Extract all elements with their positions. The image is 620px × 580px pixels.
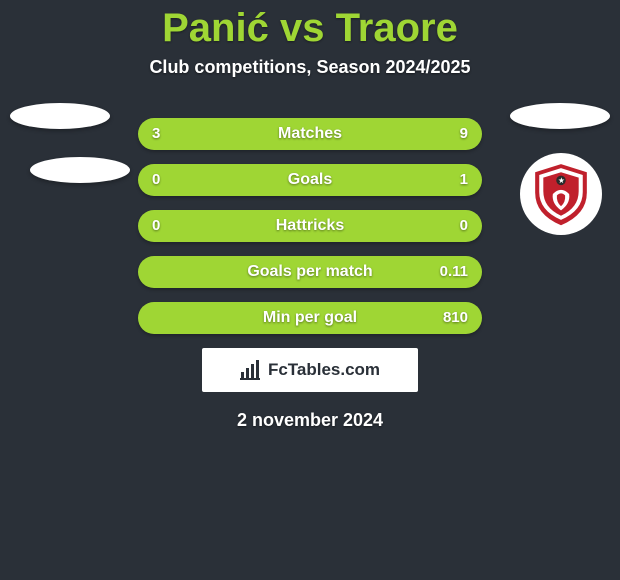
stat-label: Matches	[278, 125, 342, 143]
page-title: Panić vs Traore	[0, 0, 620, 51]
stat-label: Min per goal	[263, 309, 357, 327]
club-logo	[520, 153, 602, 235]
stat-row-hattricks: 0 Hattricks 0	[138, 210, 482, 242]
date-label: 2 november 2024	[0, 410, 620, 431]
stat-left-value: 0	[152, 164, 160, 196]
avatar-placeholder-ellipse	[10, 103, 110, 129]
stats-area: 3 Matches 9 0 Goals 1 0 Hattricks 0 Goal…	[0, 118, 620, 431]
stat-row-goals-per-match: Goals per match 0.11	[138, 256, 482, 288]
stat-right-value: 1	[460, 164, 468, 196]
avatar-placeholder-ellipse	[510, 103, 610, 129]
stat-row-min-per-goal: Min per goal 810	[138, 302, 482, 334]
brand-badge: FcTables.com	[202, 348, 418, 392]
stat-label: Hattricks	[276, 217, 344, 235]
subtitle: Club competitions, Season 2024/2025	[0, 57, 620, 78]
stat-left-value: 0	[152, 210, 160, 242]
stat-left-value: 3	[152, 118, 160, 150]
player-left-avatar	[10, 103, 130, 183]
brand-text: FcTables.com	[268, 360, 380, 380]
stat-label: Goals per match	[247, 263, 372, 281]
avatar-placeholder-ellipse	[30, 157, 130, 183]
stat-right-value: 9	[460, 118, 468, 150]
player-right-avatar	[510, 103, 610, 235]
stat-rows: 3 Matches 9 0 Goals 1 0 Hattricks 0 Goal…	[138, 118, 482, 334]
stat-right-value: 0.11	[440, 256, 468, 288]
stat-row-matches: 3 Matches 9	[138, 118, 482, 150]
bar-chart-icon	[240, 360, 262, 380]
stat-right-value: 0	[460, 210, 468, 242]
stat-label: Goals	[288, 171, 332, 189]
stat-row-goals: 0 Goals 1	[138, 164, 482, 196]
shield-crest-icon	[527, 160, 595, 228]
stat-right-value: 810	[443, 302, 468, 334]
